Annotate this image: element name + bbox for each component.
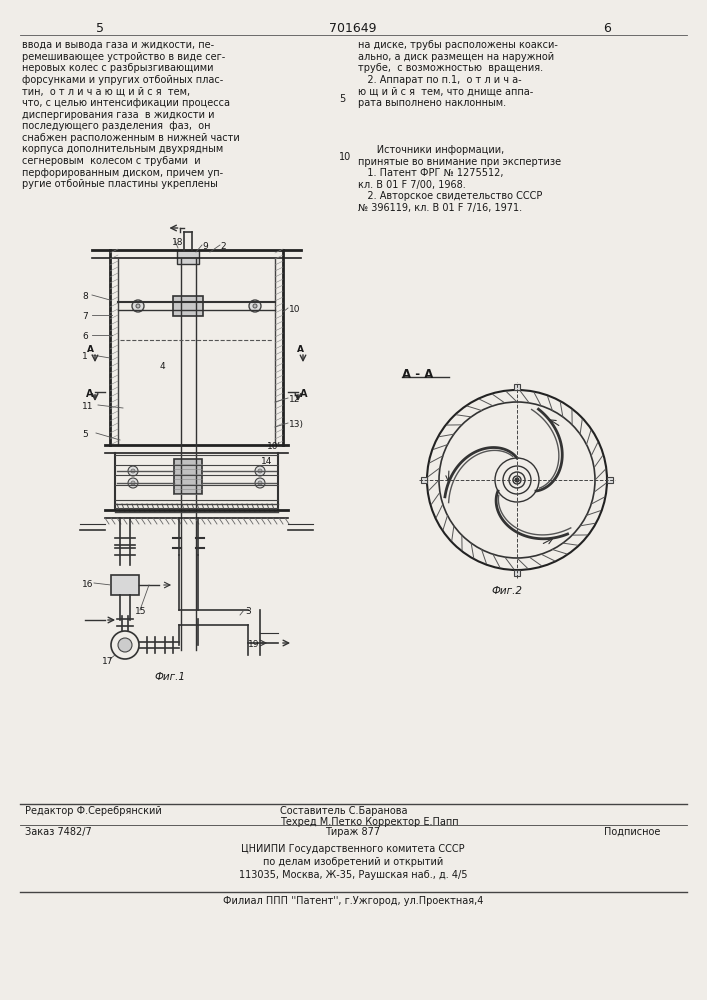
Text: Тираж 877: Тираж 877 <box>325 827 380 837</box>
Text: ввода и вывода газа и жидкости, пе-
ремешивающее устройство в виде сег-
неровых : ввода и вывода газа и жидкости, пе- реме… <box>22 40 240 189</box>
Circle shape <box>128 466 138 476</box>
Circle shape <box>258 469 262 473</box>
Bar <box>514 570 520 576</box>
Text: 10: 10 <box>289 305 300 314</box>
Circle shape <box>515 478 519 482</box>
Circle shape <box>255 466 265 476</box>
Text: 5: 5 <box>96 22 104 35</box>
Circle shape <box>255 478 265 488</box>
Circle shape <box>136 304 140 308</box>
Text: 5: 5 <box>339 94 345 104</box>
Text: Составитель С.Баранова: Составитель С.Баранова <box>280 806 407 816</box>
Text: 16: 16 <box>82 580 93 589</box>
Bar <box>421 477 427 483</box>
Text: 19: 19 <box>248 640 259 649</box>
Bar <box>607 477 613 483</box>
Text: 14: 14 <box>261 457 272 466</box>
Text: Фиг.1: Фиг.1 <box>155 672 185 682</box>
Circle shape <box>258 481 262 485</box>
Text: 12: 12 <box>289 395 300 404</box>
Text: Подписное: Подписное <box>604 827 660 837</box>
Text: ЦНИИПИ Государственного комитета СССР: ЦНИИПИ Государственного комитета СССР <box>241 844 464 854</box>
Text: Филиал ППП ''Патент'', г.Ужгород, ул.Проектная,4: Филиал ППП ''Патент'', г.Ужгород, ул.Про… <box>223 896 483 906</box>
Text: А - А: А - А <box>402 368 433 381</box>
Text: Фиг.2: Фиг.2 <box>491 586 522 596</box>
Text: по делам изобретений и открытий: по делам изобретений и открытий <box>263 857 443 867</box>
Circle shape <box>249 300 261 312</box>
Circle shape <box>131 481 135 485</box>
Circle shape <box>128 478 138 488</box>
Text: 17: 17 <box>102 657 114 666</box>
Text: 5: 5 <box>82 430 88 439</box>
Text: А: А <box>87 345 94 354</box>
Circle shape <box>253 304 257 308</box>
Text: 9: 9 <box>202 242 208 251</box>
Text: 6: 6 <box>82 332 88 341</box>
Bar <box>173 296 204 316</box>
Text: 10': 10' <box>267 442 281 451</box>
Circle shape <box>131 469 135 473</box>
Bar <box>111 575 139 595</box>
Text: 3: 3 <box>245 607 251 616</box>
Text: 7: 7 <box>82 312 88 321</box>
Text: на диске, трубы расположены коакси-
ально, а диск размещен на наружной
трубе,  с: на диске, трубы расположены коакси- альн… <box>358 40 558 108</box>
Text: Техред М.Петко Корректор Е.Папп: Техред М.Петко Корректор Е.Папп <box>280 817 459 827</box>
Text: 10: 10 <box>339 152 351 162</box>
Text: 701649: 701649 <box>329 22 377 35</box>
Text: 13): 13) <box>289 420 304 429</box>
Text: А: А <box>86 389 93 399</box>
Circle shape <box>118 638 132 652</box>
Text: 11: 11 <box>82 402 93 411</box>
Text: А: А <box>300 389 308 399</box>
Circle shape <box>132 300 144 312</box>
Bar <box>177 250 199 264</box>
Text: 1: 1 <box>82 352 88 361</box>
Text: Заказ 7482/7: Заказ 7482/7 <box>25 827 92 837</box>
Text: 2: 2 <box>220 242 226 251</box>
Text: 18: 18 <box>172 238 184 247</box>
Text: 6: 6 <box>603 22 611 35</box>
Text: 4: 4 <box>160 362 165 371</box>
Text: А: А <box>297 345 304 354</box>
Text: 8: 8 <box>82 292 88 301</box>
Bar <box>175 459 202 494</box>
Text: 15: 15 <box>135 607 146 616</box>
Text: Источники информации,
принятые во внимание при экспертизе
   1. Патент ФРГ № 127: Источники информации, принятые во вниман… <box>358 145 561 213</box>
Text: Редактор Ф.Серебрянский: Редактор Ф.Серебрянский <box>25 806 162 816</box>
Bar <box>514 384 520 390</box>
Text: 113035, Москва, Ж-35, Раушская наб., д. 4/5: 113035, Москва, Ж-35, Раушская наб., д. … <box>239 870 467 880</box>
